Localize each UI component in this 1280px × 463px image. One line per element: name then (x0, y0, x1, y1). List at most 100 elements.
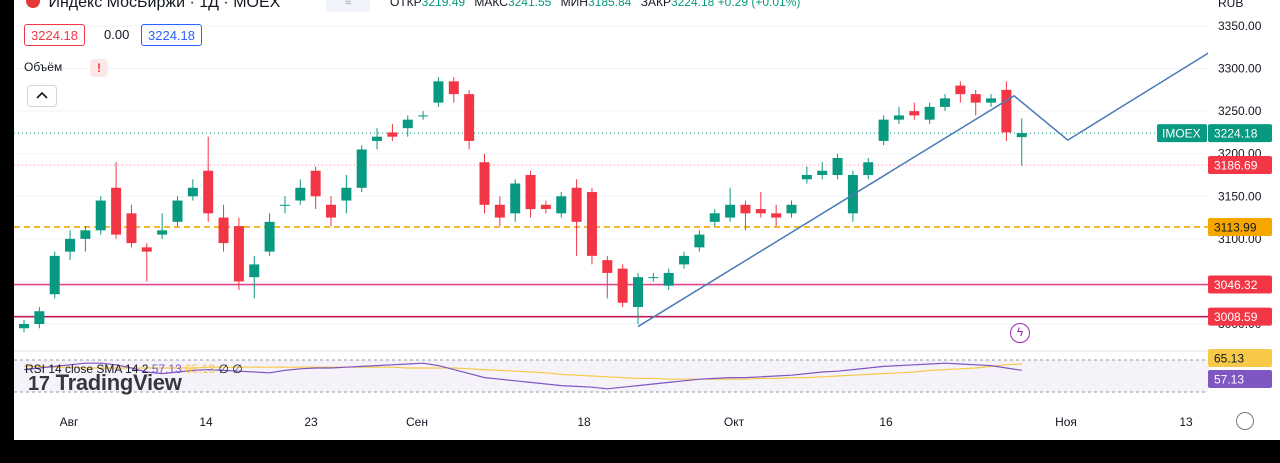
candle-body (648, 277, 659, 279)
rsi-line (23, 362, 1022, 390)
collapse-button[interactable] (27, 85, 57, 107)
imoex-symbol-value: 3224.18 (1214, 127, 1258, 141)
candle-body (310, 170, 321, 197)
candle-body (878, 119, 889, 141)
candle-body (326, 204, 336, 218)
candle-body (924, 106, 935, 120)
tradingview-watermark-text: TradingView (55, 370, 182, 395)
level-3186-value: 3186.69 (1214, 159, 1258, 173)
candle-body (755, 209, 766, 214)
x-axis-label: 18 (577, 415, 591, 429)
candle-body (372, 136, 383, 141)
ohlc-readout: ОТКР3219.49 МАКС3241.55 МИН3185.84 ЗАКР3… (390, 0, 806, 9)
candle-body (218, 217, 229, 244)
candle-body (187, 187, 198, 197)
candle-body (387, 132, 398, 137)
rsi-legend[interactable]: RSI 14 close SMA 14 2 57.13 65.13 ∅ ∅ (25, 362, 243, 376)
candle-body (172, 200, 183, 222)
ohlc-high-value: 3241.55 (507, 0, 552, 9)
candle-body (617, 268, 628, 303)
chart-panel[interactable]: Авг 14 23 Сен 18 Окт 16 Ноя 13 IMOEX Индекс МосБи… (14, 0, 1208, 440)
flash-icon[interactable]: ϟ (1010, 323, 1030, 343)
candle-body (203, 170, 214, 214)
rsi-axis-value: 65.13 (1214, 352, 1244, 366)
x-axis-label: Авг (60, 415, 79, 429)
candle-body (663, 272, 674, 286)
ohlc-close-value: 3224.18 +0.29 (+0.01%) (670, 0, 801, 9)
ohlc-close-label: ЗАКР (640, 0, 671, 9)
symbol-logo-icon (26, 0, 40, 8)
candle-body (249, 264, 260, 278)
volume-indicator-label[interactable]: Объём (24, 60, 63, 74)
x-axis-label: Окт (724, 415, 745, 429)
y-axis-tick: 3150.00 (1218, 189, 1262, 203)
candle-body (725, 204, 736, 218)
candle-body (909, 111, 920, 116)
ohlc-open-label: ОТКР (390, 0, 422, 9)
imoex-symbol-symbol-badge (1157, 124, 1207, 143)
candle-body (402, 119, 413, 129)
buy-price-box[interactable]: 3224.18 (141, 24, 202, 46)
y-axis-tick: 3250.00 (1218, 104, 1262, 118)
candle-body (65, 238, 76, 252)
x-axis-label: Ноя (1055, 415, 1077, 429)
candle-body (418, 115, 429, 117)
rsi-sma-line (24, 363, 1022, 380)
tradingview-logo-icon: 17 (28, 373, 50, 395)
price-axis[interactable]: 3000.003050.003100.003150.003200.003250.… (1208, 0, 1276, 440)
header-toggle-button[interactable]: ≈ (326, 0, 370, 12)
candle-body (801, 175, 812, 180)
candle-body (571, 187, 582, 222)
candle-body (479, 162, 490, 205)
x-axis-label: 14 (199, 415, 213, 429)
y-axis-tick: 3350.00 (1218, 19, 1262, 33)
candle-body (126, 213, 137, 244)
rsi-legend-extra: ∅ ∅ (218, 362, 243, 376)
level-3008-badge (1208, 307, 1272, 326)
x-axis-label: 16 (879, 415, 893, 429)
ohlc-open-value: 3219.49 (421, 0, 466, 9)
trendline (637, 52, 1208, 328)
currency-label[interactable]: RUB (1218, 0, 1244, 10)
volume-warning-icon[interactable]: ! (90, 59, 108, 77)
candle-body (540, 204, 551, 210)
candle-body (141, 247, 152, 252)
spread-value: 0.00 (104, 27, 130, 42)
candle-body (602, 260, 613, 273)
x-axis-label: 23 (304, 415, 318, 429)
tradingview-watermark: 17 TradingView (28, 370, 182, 396)
candle-body (940, 98, 950, 107)
rsi-band (14, 360, 1208, 392)
candle-body (771, 213, 782, 218)
rsi-axis-badge (1208, 349, 1272, 367)
symbol-header[interactable]: Индекс МосБиржи · 1Д · MOEX (26, 0, 280, 12)
candle-body (740, 204, 751, 214)
candle-body (817, 170, 828, 175)
price-axis-svg[interactable]: 3000.003050.003100.003150.003200.003250.… (1208, 0, 1276, 440)
main-chart-svg[interactable]: Авг 14 23 Сен 18 Окт 16 Ноя 13 IMOEX (14, 0, 1208, 440)
candle-body (279, 204, 290, 206)
level-3046-value: 3046.32 (1214, 278, 1258, 292)
chevron-up-icon (36, 91, 48, 99)
candle-body (1016, 133, 1027, 138)
candle-body (986, 98, 997, 103)
candle-body (955, 85, 966, 95)
ohlc-high-label: МАКС (474, 0, 508, 9)
bottom-bar (0, 440, 1280, 463)
candle-body (356, 149, 367, 188)
axis-edge (1276, 0, 1280, 440)
candle-body (1001, 89, 1012, 133)
candle-body (633, 277, 643, 307)
sell-price-box[interactable]: 3224.18 (24, 24, 85, 46)
settings-gear-icon[interactable] (1236, 412, 1254, 430)
level-3113-badge (1208, 217, 1272, 236)
level-3046-badge (1208, 275, 1272, 294)
candle-body (295, 187, 306, 201)
level-3186-badge (1208, 156, 1272, 175)
candle-body (556, 196, 567, 214)
candle-body (694, 234, 705, 248)
imoex-symbol-badge (1208, 124, 1272, 143)
x-axis-label: Сен (406, 415, 428, 429)
candle-body (233, 226, 244, 282)
